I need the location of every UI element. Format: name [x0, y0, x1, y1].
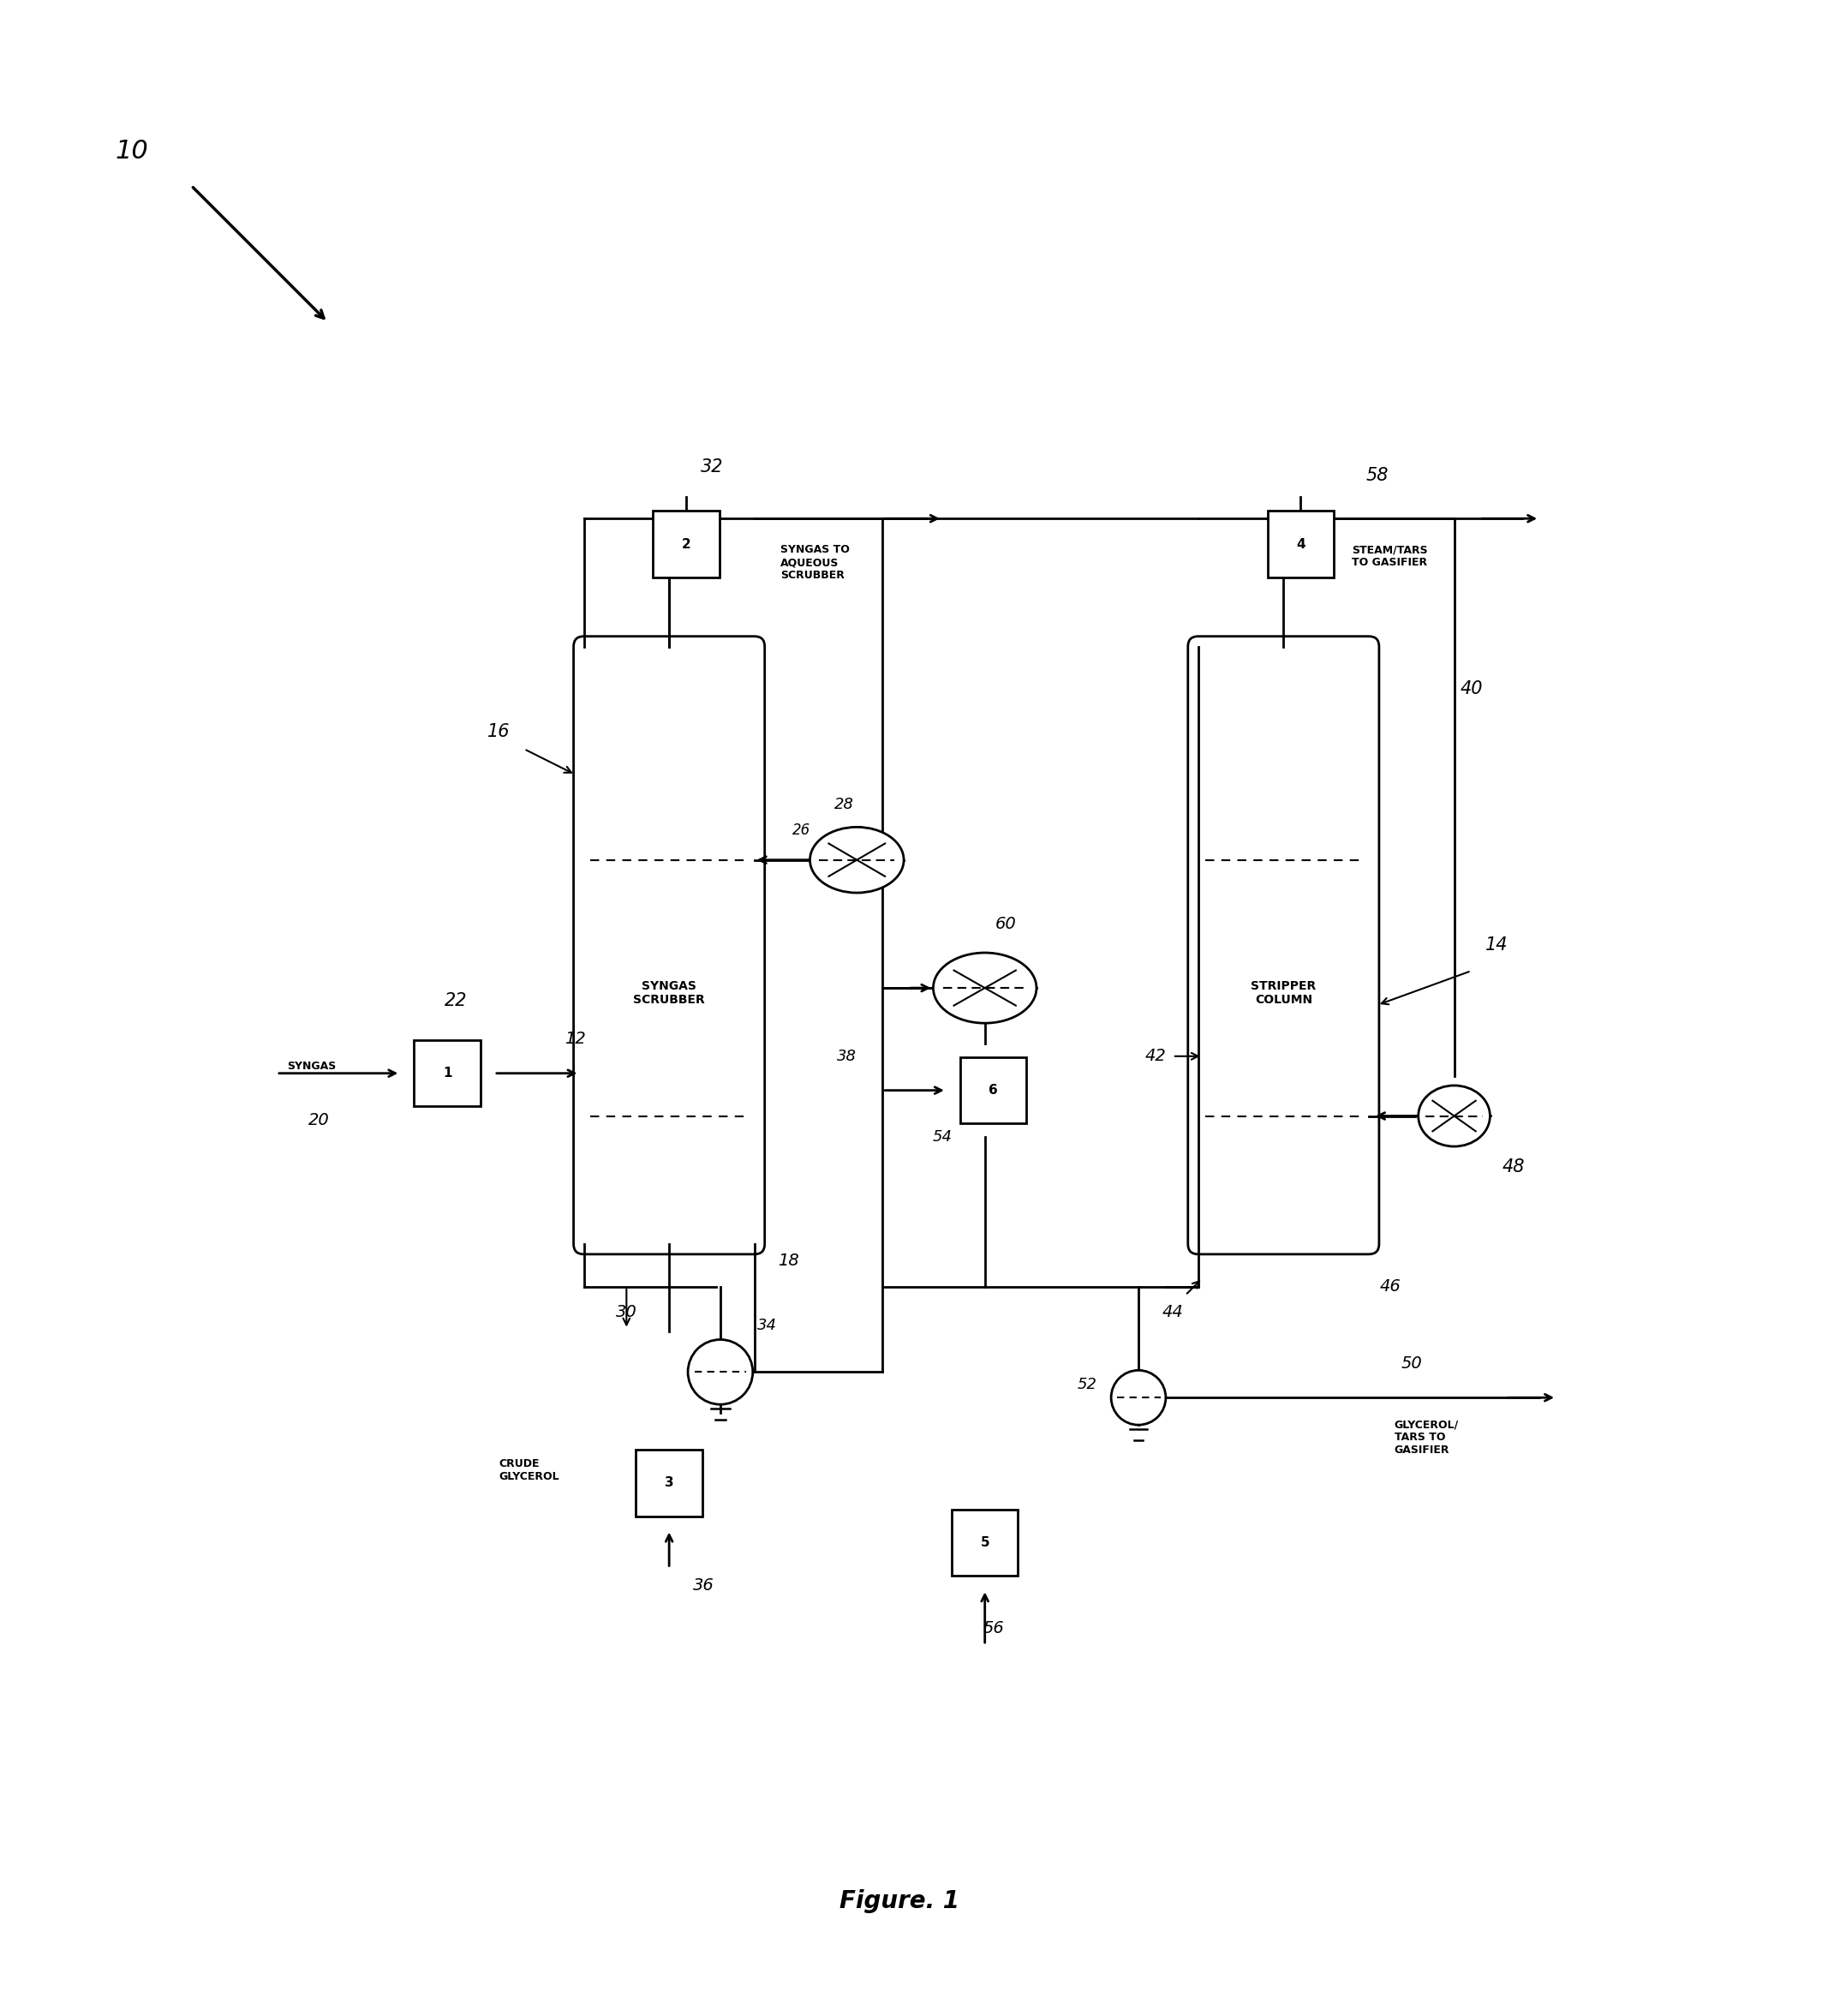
Text: 52: 52 [1078, 1377, 1097, 1393]
Text: 44: 44 [1163, 1304, 1183, 1320]
Text: 5: 5 [981, 1536, 990, 1548]
Text: 18: 18 [778, 1252, 799, 1270]
Ellipse shape [810, 827, 903, 893]
Text: SYNGAS: SYNGAS [287, 1060, 337, 1073]
Ellipse shape [1419, 1085, 1490, 1147]
Text: 20: 20 [309, 1113, 329, 1129]
Text: 38: 38 [837, 1048, 857, 1064]
Text: STEAM/TARS
TO GASIFIER: STEAM/TARS TO GASIFIER [1352, 544, 1428, 569]
Text: Figure. 1: Figure. 1 [839, 1889, 959, 1913]
Text: 48: 48 [1503, 1159, 1525, 1175]
Circle shape [1111, 1371, 1167, 1425]
Text: STRIPPER
COLUMN: STRIPPER COLUMN [1251, 980, 1316, 1006]
Text: 46: 46 [1380, 1278, 1400, 1294]
Text: 50: 50 [1400, 1355, 1422, 1371]
Text: 32: 32 [701, 460, 723, 476]
Text: 1: 1 [443, 1066, 453, 1081]
FancyBboxPatch shape [1189, 637, 1378, 1254]
Text: 40: 40 [1459, 681, 1483, 698]
Text: 58: 58 [1365, 468, 1389, 484]
Text: GLYCEROL/
TARS TO
GASIFIER: GLYCEROL/ TARS TO GASIFIER [1395, 1419, 1459, 1456]
Text: 60: 60 [995, 915, 1018, 931]
Text: 12: 12 [565, 1030, 585, 1046]
Text: SYNGAS
SCRUBBER: SYNGAS SCRUBBER [633, 980, 705, 1006]
Text: 30: 30 [616, 1304, 637, 1320]
Text: 56: 56 [983, 1621, 1005, 1637]
Text: 22: 22 [445, 992, 467, 1010]
Ellipse shape [933, 954, 1036, 1024]
Text: 28: 28 [834, 796, 854, 812]
Text: SYNGAS TO
AQUEOUS
SCRUBBER: SYNGAS TO AQUEOUS SCRUBBER [780, 544, 850, 581]
Text: 36: 36 [692, 1577, 714, 1593]
Text: 54: 54 [933, 1129, 951, 1145]
Text: 26: 26 [793, 823, 810, 839]
Text: 4: 4 [1295, 538, 1305, 550]
Text: 34: 34 [758, 1316, 776, 1333]
FancyBboxPatch shape [574, 637, 765, 1254]
Circle shape [688, 1339, 753, 1405]
Text: 14: 14 [1485, 937, 1509, 954]
Text: 3: 3 [664, 1476, 673, 1490]
Text: CRUDE
GLYCEROL: CRUDE GLYCEROL [499, 1458, 559, 1482]
Text: 16: 16 [488, 724, 510, 740]
Text: 10: 10 [114, 139, 149, 163]
Text: 6: 6 [988, 1085, 997, 1097]
Text: 42: 42 [1144, 1048, 1167, 1064]
Text: 2: 2 [681, 538, 690, 550]
